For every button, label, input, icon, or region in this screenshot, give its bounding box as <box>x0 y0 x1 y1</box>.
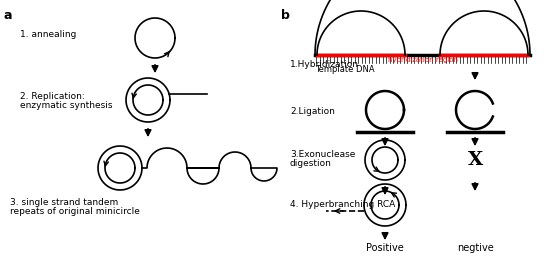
Text: Positive: Positive <box>366 243 404 253</box>
Text: 2. Replication:: 2. Replication: <box>20 92 85 101</box>
Text: X: X <box>467 151 483 169</box>
Text: 4. Hyperbranching RCA: 4. Hyperbranching RCA <box>290 200 395 209</box>
Text: repeats of original minicircle: repeats of original minicircle <box>10 207 140 216</box>
Text: 3. single strand tandem: 3. single strand tandem <box>10 198 118 207</box>
Text: 2.Ligation: 2.Ligation <box>290 107 335 116</box>
Text: hybridization region: hybridization region <box>388 57 457 63</box>
Text: 1. annealing: 1. annealing <box>20 30 76 39</box>
Text: 1.Hybridization: 1.Hybridization <box>290 60 359 69</box>
Text: Template DNA: Template DNA <box>315 65 374 74</box>
Text: negtive: negtive <box>457 243 493 253</box>
Text: a: a <box>4 9 13 22</box>
Text: enzymatic synthesis: enzymatic synthesis <box>20 101 112 110</box>
Text: digestion: digestion <box>290 159 332 168</box>
Text: b: b <box>281 9 290 22</box>
Text: 3.Exonuclease: 3.Exonuclease <box>290 150 356 159</box>
